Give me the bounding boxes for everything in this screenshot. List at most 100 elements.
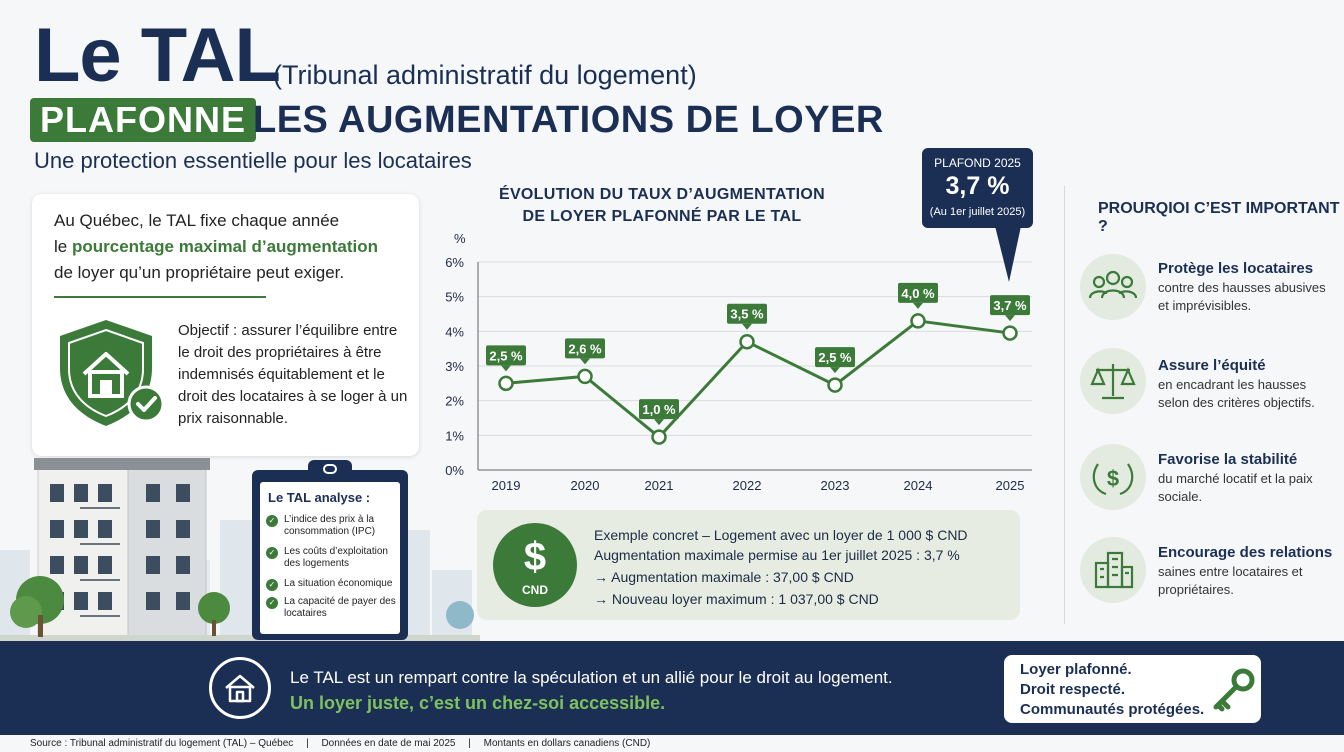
chart-x-tick-label: 2021: [645, 478, 674, 493]
intro-line-2-pre: le: [54, 237, 72, 256]
chart-x-tick-label: 2022: [733, 478, 762, 493]
title-rest: LES AUGMENTATIONS DE LOYER: [253, 99, 884, 141]
chart-data-label: 2,5 %: [818, 350, 852, 365]
banner-line-2: Un loyer juste, c’est un chez-soi access…: [290, 693, 666, 713]
chart-data-label-pointer: [580, 358, 590, 365]
example-line-4: → Nouveau loyer maximum : 1 037,00 $ CND: [594, 591, 879, 607]
chart-grid: [477, 261, 1032, 471]
chart-data-label-pointer: [654, 419, 664, 426]
chart-data-label-bg: [815, 347, 855, 368]
clipboard-ring: [323, 464, 337, 474]
summary-line: Droit respecté.: [1020, 681, 1126, 698]
page-title-paren: (Tribunal administratif du logement): [273, 60, 697, 90]
intro-line-3: de loyer qu’un propriétaire peut exiger.: [54, 263, 345, 282]
chart-y-tick-label: 2%: [445, 394, 464, 409]
chart-x-tick-label: 2024: [904, 478, 933, 493]
chart-data-label-bg: [486, 345, 526, 366]
chart-point: [577, 368, 593, 385]
chart-y-tick-label: 6%: [445, 255, 464, 270]
currency-label: CND: [522, 583, 548, 597]
chart-point: [827, 377, 843, 393]
chart-points: [498, 313, 1018, 445]
intro-line-2: le pourcentage maximal d’augmentation: [54, 234, 414, 260]
footer-separator: |: [468, 738, 471, 749]
clipboard-item: ✓ La situation économique: [266, 578, 398, 591]
chart-y-ticks: 0% 1% 2% 3% 4% 5% 6%: [445, 255, 464, 478]
chart-title: ÉVOLUTION DU TAUX D’AUGMENTATION DE LOYE…: [482, 184, 842, 228]
chart-data-labels: 2,5 % 2,6 % 1,0 % 3,5 % 2,5 % 4,0 % 3,7 %: [486, 282, 1030, 426]
clipboard-item: ✓ L’indice des prix à la consommation (IP…: [266, 514, 398, 538]
clipboard-title: Le TAL analyse :: [268, 490, 371, 505]
chart-point: [498, 375, 514, 392]
clipboard-item-label: La situation économique: [284, 578, 393, 589]
chart-data-label: 2,5 %: [489, 348, 523, 363]
footer-separator: |: [306, 738, 309, 749]
chart-data-label-bg: [565, 338, 605, 359]
importance-item-desc: saines entre locataires et propriétaires…: [1158, 564, 1303, 597]
plafond-date: (Au 1er juillet 2025): [929, 206, 1026, 218]
people-icon: [1080, 254, 1146, 320]
check-icon: ✓: [266, 579, 278, 591]
chart-data-label: 2,6 %: [568, 341, 602, 356]
footer-date: Données en date de mai 2025: [321, 738, 456, 749]
check-icon: ✓: [266, 597, 278, 609]
intro-text: Au Québec, le TAL fixe chaque année le p…: [54, 208, 414, 286]
chart-data-label-pointer: [501, 365, 511, 372]
chart-y-tick-label: 0%: [445, 463, 464, 478]
chart-x-tick-label: 2025: [996, 478, 1025, 493]
card-divider: [54, 296, 266, 298]
chart-x-tick-label: 2023: [821, 478, 850, 493]
bottom-banner: Le TAL est un rempart contre la spéculat…: [0, 641, 1344, 735]
importance-item-title: Encourage des relations: [1158, 544, 1333, 561]
footer: Source : Tribunal administratif du logem…: [30, 738, 660, 749]
dollar-laurel-icon: $: [1080, 444, 1146, 510]
clipboard-item-label: La capacité de payer des locataires: [284, 596, 396, 619]
chart-data-label: 1,0 %: [642, 402, 676, 417]
chart-title-line-2: DE LOYER PLAFONNÉ PAR LE TAL: [522, 208, 802, 225]
banner-line-1: Le TAL est un rempart contre la spéculat…: [290, 668, 893, 687]
dollar-badge-icon: $ CND: [493, 523, 577, 607]
chart-y-label: %: [454, 231, 466, 246]
example-line-2: Augmentation maximale permise au 1er jui…: [594, 547, 960, 563]
chart-data-label-pointer: [913, 302, 923, 309]
importance-title: PROURQIOI C’EST IMPORTANT ?: [1098, 200, 1340, 235]
chart-data-label-pointer: [742, 323, 752, 330]
footer-source: Source : Tribunal administratif du logem…: [30, 738, 294, 749]
chart-point: [651, 429, 667, 445]
chart-y-tick-label: 1%: [445, 428, 464, 443]
buildings-icon: [1080, 537, 1146, 603]
chart-data-label: 4,0 %: [901, 286, 935, 301]
chart-point: [739, 333, 755, 350]
chart-data-label-bg: [639, 399, 679, 420]
clipboard-item-label: L’indice des prix à la consommation (IPC…: [284, 514, 376, 537]
clipboard-item-label: Les coûts d’exploitation des logements: [284, 546, 388, 569]
importance-item-desc: en encadrant les hausses selon des critè…: [1158, 377, 1315, 410]
chart-point: [1002, 325, 1018, 341]
chart-data-label-bg: [727, 303, 767, 324]
plafond-callout: PLAFOND 2025 3,7 % (Au 1er juillet 2025): [922, 148, 1033, 228]
apartment-building-illustration: [0, 458, 480, 645]
chart-data-label-bg: [898, 282, 938, 303]
chart-data-label-pointer: [1005, 315, 1015, 322]
check-icon: ✓: [266, 515, 278, 527]
chart-data-label: 3,7 %: [993, 298, 1027, 313]
example-line-1: Exemple concret – Logement avec un loyer…: [594, 527, 968, 543]
chart-y-tick-label: 3%: [445, 359, 464, 374]
chart-x-tick-label: 2019: [492, 478, 521, 493]
chart-y-tick-label: 4%: [445, 324, 464, 339]
importance-item-title: Protège les locataires: [1158, 260, 1314, 277]
clipboard: Le TAL analyse : ✓ L’indice des prix à la…: [252, 460, 408, 640]
title-highlight: PLAFONNE: [30, 98, 256, 142]
chart-data-label-pointer: [830, 367, 840, 374]
right-panel-divider: [1064, 186, 1065, 624]
callout-pointer: [995, 226, 1021, 282]
chart-title-line-1: ÉVOLUTION DU TAUX D’AUGMENTATION: [498, 186, 826, 203]
shield-house-icon: [60, 320, 165, 426]
clipboard-paper: Le TAL analyse : ✓ L’indice des prix à la…: [260, 482, 400, 634]
chart-data-label: 3,5 %: [730, 307, 764, 322]
chart-point: [910, 313, 926, 329]
chart-x-tick-label: 2020: [571, 478, 600, 493]
clipboard-item: ✓ La capacité de payer des locataires: [266, 596, 398, 620]
line-chart: 0%1%2%3%4%5%6% 2019 2020 2021 2022 2023 2024 2…: [445, 231, 1032, 493]
svg-text:$: $: [1107, 466, 1119, 491]
